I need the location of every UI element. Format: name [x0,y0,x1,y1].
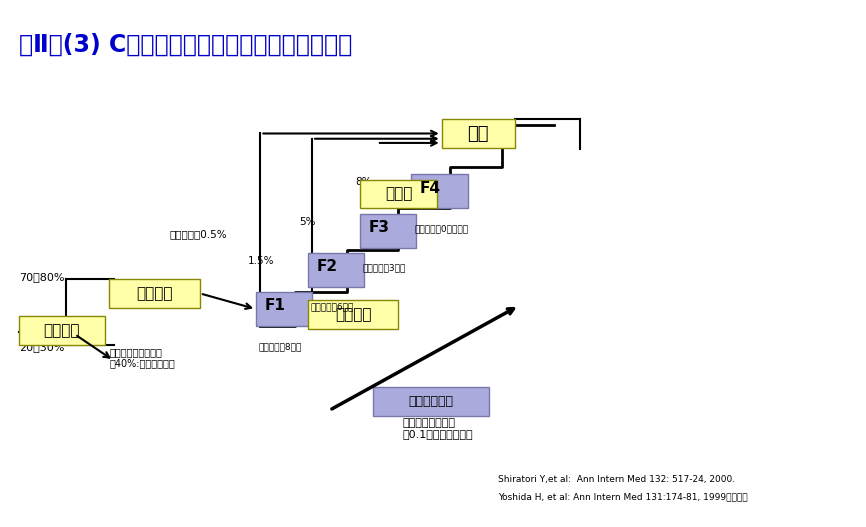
FancyBboxPatch shape [19,316,105,345]
Text: ウイルス排除・治療
（40%:前向き研究）: ウイルス排除・治療 （40%:前向き研究） [109,347,175,369]
Text: F1: F1 [265,298,286,314]
Text: 年発癌率　0.5%: 年発癌率 0.5% [170,230,228,240]
FancyBboxPatch shape [411,174,468,209]
Text: 5%: 5% [299,217,316,227]
Text: 肝硬変: 肝硬変 [385,187,412,201]
Text: 肝線維化進展: 肝線維化進展 [409,395,453,407]
Text: （血小板数8万）: （血小板数8万） [259,342,302,351]
FancyBboxPatch shape [307,300,398,329]
Text: F4: F4 [420,181,441,196]
Text: （血小板数6万）: （血小板数6万） [310,303,354,312]
Text: 慢性肝炎: 慢性肝炎 [335,307,372,322]
Text: F3: F3 [368,220,389,235]
Text: Yoshida H, et al: Ann Intern Med 131:174-81, 1999　　より: Yoshida H, et al: Ann Intern Med 131:174… [498,492,747,501]
Text: 70～80%: 70～80% [19,271,64,281]
Text: 8%: 8% [355,177,372,187]
Text: 急性肝炎: 急性肝炎 [43,323,80,338]
Text: 図Ⅱ－(3) C型肝炎から肝硬変への進行と肝発癌: 図Ⅱ－(3) C型肝炎から肝硬変への進行と肝発癌 [19,33,352,57]
Text: Shiratori Y,et al:  Ann Intern Med 132: 517-24, 2000.: Shiratori Y,et al: Ann Intern Med 132: 5… [498,475,735,484]
Text: 肝癌: 肝癌 [468,125,489,143]
Text: 1.5%: 1.5% [248,256,274,266]
FancyBboxPatch shape [442,119,515,148]
FancyBboxPatch shape [359,180,437,209]
Text: 肝線維化進展速度
＝0.1単位年（平均）: 肝線維化進展速度 ＝0.1単位年（平均） [403,418,474,440]
Text: （血小板数3万）: （血小板数3万） [362,264,405,272]
FancyBboxPatch shape [307,253,364,287]
Text: F2: F2 [316,259,338,274]
FancyBboxPatch shape [109,279,200,308]
Text: （血小板数0万以下）: （血小板数0万以下） [414,224,469,233]
Text: 20～30%: 20～30% [19,343,64,353]
FancyBboxPatch shape [359,214,416,248]
FancyBboxPatch shape [372,387,489,415]
Text: 慢性肝炎: 慢性肝炎 [136,286,173,301]
FancyBboxPatch shape [256,292,312,326]
